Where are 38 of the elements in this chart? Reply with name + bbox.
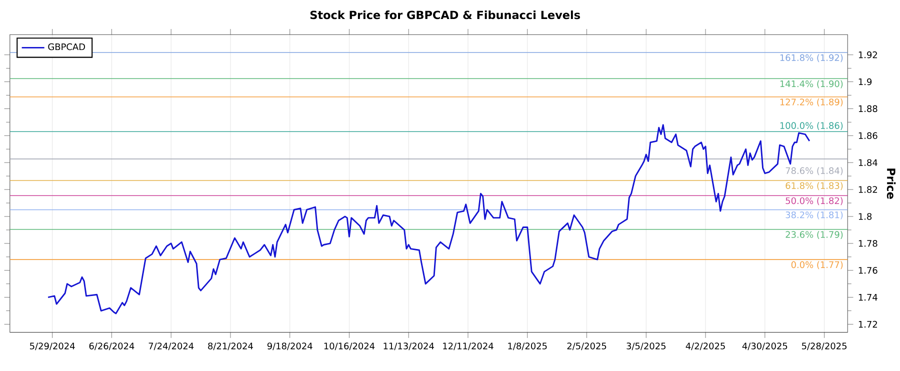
y-tick-label: 1.76 [858,267,878,274]
x-tick-label: 3/5/2025 [626,342,666,350]
y-tick-label: 1.84 [858,159,878,166]
x-tick-label: 1/8/2025 [508,342,547,350]
ref-line-label: 127.2% (1.89) [780,98,843,106]
x-tick-label: 12/11/2024 [443,342,494,350]
ref-line-label: 61.8% (1.83) [786,182,843,190]
ref-line-label: 38.2% (1.81) [786,211,843,220]
ref-line-label: 23.6% (1.79) [786,231,843,240]
x-tick-label: 10/16/2024 [324,342,375,350]
x-tick-label: 7/24/2024 [148,342,194,350]
ref-line-label: 50.0% (1.82) [786,197,843,206]
ref-line-label: 78.6% (1.84) [786,167,843,176]
ref-line-label: 161.8% (1.92) [780,54,843,62]
x-tick-label: 4/30/2025 [742,342,788,350]
x-tick-label: 9/18/2024 [267,342,312,350]
ref-line-label: 100.0% (1.86) [780,122,843,130]
x-tick-label: 8/21/2024 [208,342,253,350]
y-axis-title: Price [886,168,896,199]
x-tick-label: 4/2/2025 [686,342,725,350]
legend-label: GBPCAD [48,43,85,50]
chart-title: Stock Price for GBPCAD & Fibunacci Levels [310,10,580,20]
y-tick-label: 1.9 [858,78,872,86]
ref-line-label: 0.0% (1.77) [791,261,843,270]
x-tick-label: 5/29/2024 [30,342,75,350]
y-tick-label: 1.86 [858,132,878,140]
y-tick-label: 1.88 [858,105,878,112]
y-tick-label: 1.82 [858,186,877,193]
x-tick-label: 5/28/2025 [802,342,846,350]
x-tick-label: 2/5/2025 [567,342,606,350]
y-tick-label: 1.92 [858,51,877,58]
y-tick-label: 1.72 [858,320,877,328]
y-tick-label: 1.8 [858,213,872,220]
x-tick-label: 6/26/2024 [89,342,134,350]
x-tick-label: 11/13/2024 [384,342,434,350]
y-tick-label: 1.74 [858,294,878,301]
ref-line-label: 141.4% (1.90) [780,80,843,88]
y-tick-label: 1.78 [858,240,878,247]
